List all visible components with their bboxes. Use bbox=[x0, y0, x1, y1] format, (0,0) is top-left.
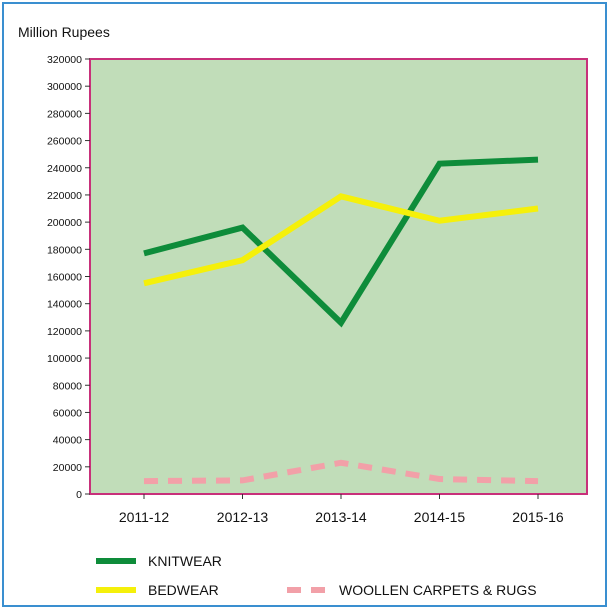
x-tick-label: 2011-12 bbox=[119, 509, 170, 525]
y-tick-label: 120000 bbox=[47, 326, 82, 338]
y-tick-label: 180000 bbox=[47, 244, 82, 256]
legend: KNITWEAR BEDWEAR WOOLLEN CARPETS & RUGS bbox=[96, 553, 537, 598]
y-tick-label: 300000 bbox=[47, 81, 82, 93]
y-tick-label: 60000 bbox=[53, 407, 82, 419]
series-lines bbox=[143, 156, 539, 485]
y-tick-label: 80000 bbox=[53, 380, 82, 392]
y-tick-label: 280000 bbox=[47, 108, 82, 120]
y-tick-label: 220000 bbox=[47, 190, 82, 202]
x-tick-label: 2013-14 bbox=[315, 509, 367, 525]
y-tick-label: 100000 bbox=[47, 353, 82, 365]
y-tick-label: 40000 bbox=[53, 435, 82, 447]
line-chart: Million Rupees 0 20000 40000 60000 80000 1000… bbox=[18, 24, 588, 598]
y-tick-label: 160000 bbox=[47, 272, 82, 284]
y-tick-label: 200000 bbox=[47, 217, 82, 229]
x-tick-label: 2014-15 bbox=[414, 509, 466, 525]
y-tick-label: 260000 bbox=[47, 136, 82, 148]
y-tick-label: 20000 bbox=[53, 462, 82, 474]
y-tick-label: 140000 bbox=[47, 299, 82, 311]
x-tick-label: 2012-13 bbox=[217, 509, 269, 525]
x-axis-ticks: 2011-12 2012-13 2013-14 2014-15 2015-16 bbox=[119, 494, 564, 525]
y-axis-unit-label: Million Rupees bbox=[18, 24, 110, 40]
y-tick-label: 320000 bbox=[47, 54, 82, 66]
y-axis-ticks: 0 20000 40000 60000 80000 100000 120000 140000 1… bbox=[47, 54, 90, 501]
legend-label: BEDWEAR bbox=[148, 582, 219, 598]
legend-label: KNITWEAR bbox=[148, 553, 222, 569]
legend-label: WOOLLEN CARPETS & RUGS bbox=[339, 582, 537, 598]
y-tick-label: 0 bbox=[76, 489, 82, 501]
y-tick-label: 240000 bbox=[47, 163, 82, 175]
chart-frame: Million Rupees 0 20000 40000 60000 80000 1000… bbox=[2, 2, 607, 607]
x-tick-label: 2015-16 bbox=[512, 509, 564, 525]
